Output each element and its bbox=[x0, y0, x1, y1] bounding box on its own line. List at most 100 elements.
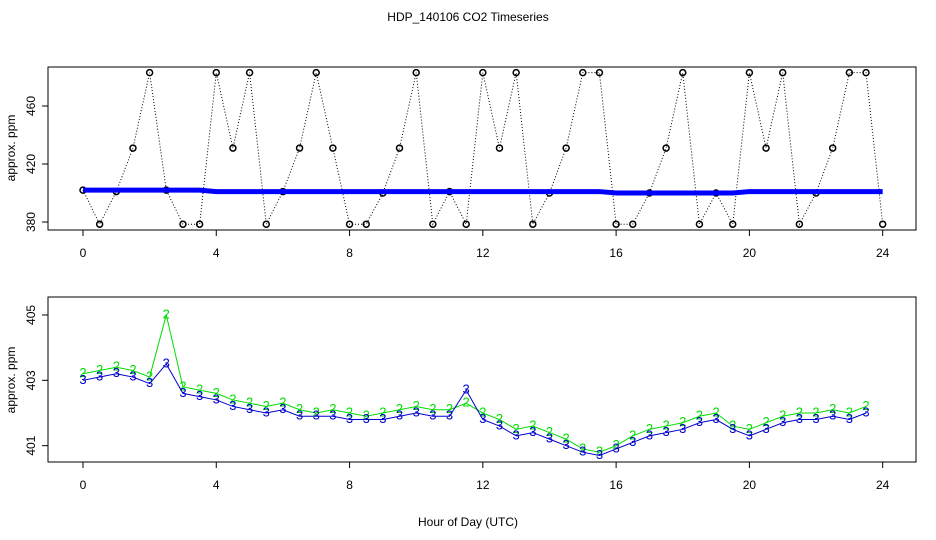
point-symbol: 2 bbox=[579, 440, 586, 455]
series-line bbox=[82, 363, 867, 456]
point-symbol: 3 bbox=[812, 411, 819, 426]
point-symbol: 3 bbox=[129, 368, 136, 383]
point-symbol: 3 bbox=[563, 437, 570, 452]
point-symbol: 3 bbox=[113, 365, 120, 380]
plot-frame bbox=[47, 66, 917, 231]
point-symbol: 2 bbox=[779, 408, 786, 423]
point-symbol: 2 bbox=[179, 378, 186, 393]
point-symbol: 3 bbox=[79, 372, 86, 387]
point-symbol: 3 bbox=[546, 431, 553, 446]
y-tick-label: 380 bbox=[24, 212, 38, 232]
point-symbol: 3 bbox=[146, 375, 153, 390]
series-line bbox=[82, 314, 867, 453]
point-symbol: 2 bbox=[762, 414, 769, 429]
x-tick-label: 24 bbox=[876, 246, 890, 260]
point bbox=[145, 68, 154, 77]
point-symbol: 2 bbox=[79, 365, 86, 380]
point-symbol: 3 bbox=[612, 440, 619, 455]
point-symbol: 3 bbox=[246, 401, 253, 416]
x-tick-label: 12 bbox=[476, 246, 490, 260]
point-symbol: 2 bbox=[846, 404, 853, 419]
point-symbol: 2 bbox=[862, 398, 869, 413]
point bbox=[612, 220, 620, 228]
point-symbol: 2 bbox=[596, 444, 603, 459]
point-symbol: 3 bbox=[729, 421, 736, 436]
point bbox=[345, 220, 354, 228]
point bbox=[95, 220, 104, 228]
y-axis-label: approx. ppm bbox=[4, 115, 18, 182]
series-line bbox=[82, 72, 884, 226]
x-tick-label: 0 bbox=[80, 478, 87, 492]
point-symbol: 2 bbox=[113, 359, 120, 374]
point-symbol: 2 bbox=[246, 395, 253, 410]
point-symbol: 3 bbox=[846, 411, 853, 426]
point-symbol: 3 bbox=[163, 355, 170, 370]
point bbox=[629, 220, 637, 228]
point bbox=[195, 220, 204, 228]
y-tick-label: 420 bbox=[24, 154, 38, 174]
y-tick-label: 460 bbox=[24, 96, 38, 116]
point bbox=[845, 68, 854, 77]
point-symbol: 3 bbox=[179, 385, 186, 400]
point-symbol: 3 bbox=[712, 411, 719, 426]
y-tick-label: 405 bbox=[24, 305, 38, 325]
point bbox=[479, 68, 487, 77]
point-symbol: 2 bbox=[496, 411, 503, 426]
point bbox=[745, 68, 754, 77]
point-symbol: 3 bbox=[629, 434, 636, 449]
plot-frame bbox=[47, 296, 917, 463]
x-tick-label: 20 bbox=[743, 478, 757, 492]
point-symbol: 3 bbox=[413, 404, 420, 419]
point-symbol: 2 bbox=[196, 382, 203, 397]
point-symbol: 2 bbox=[263, 398, 270, 413]
x-tick-label: 16 bbox=[609, 478, 623, 492]
point-symbol: 3 bbox=[279, 401, 286, 416]
point-symbol: 3 bbox=[213, 391, 220, 406]
point-symbol: 2 bbox=[279, 395, 286, 410]
point bbox=[412, 68, 420, 77]
point-symbol: 2 bbox=[379, 404, 386, 419]
x-tick-label: 24 bbox=[876, 478, 890, 492]
point bbox=[262, 220, 270, 228]
point bbox=[395, 144, 404, 152]
point bbox=[579, 68, 587, 77]
x-axis-label: Hour of Day (UTC) bbox=[418, 515, 518, 529]
point-symbol: 2 bbox=[463, 395, 470, 410]
point-symbol: 2 bbox=[363, 408, 370, 423]
point bbox=[295, 144, 304, 152]
point bbox=[462, 220, 470, 228]
point bbox=[728, 220, 737, 228]
point-symbol: 2 bbox=[712, 404, 719, 419]
point-symbol: 3 bbox=[263, 404, 270, 419]
point-symbol: 2 bbox=[729, 417, 736, 432]
point bbox=[495, 144, 504, 152]
point-symbol: 2 bbox=[213, 385, 220, 400]
x-tick-label: 20 bbox=[743, 246, 757, 260]
point bbox=[695, 220, 704, 228]
point-symbol: 3 bbox=[196, 388, 203, 403]
point-symbol: 3 bbox=[779, 414, 786, 429]
point bbox=[429, 220, 437, 228]
point bbox=[562, 144, 570, 152]
point-symbol: 2 bbox=[329, 401, 336, 416]
point-symbol: 3 bbox=[496, 417, 503, 432]
point bbox=[662, 144, 670, 152]
point-symbol: 2 bbox=[96, 362, 103, 377]
y-tick-label: 403 bbox=[24, 370, 38, 390]
point-symbol: 3 bbox=[313, 408, 320, 423]
point-symbol: 3 bbox=[646, 427, 653, 442]
point-symbol: 3 bbox=[579, 444, 586, 459]
point bbox=[329, 144, 337, 152]
point bbox=[595, 68, 604, 77]
point-symbol: 3 bbox=[229, 398, 236, 413]
point-symbol: 2 bbox=[346, 404, 353, 419]
point-symbol: 3 bbox=[96, 368, 103, 383]
point-symbol: 3 bbox=[429, 408, 436, 423]
x-tick-label: 4 bbox=[213, 478, 220, 492]
y-tick-label: 401 bbox=[24, 435, 38, 455]
point-symbol: 2 bbox=[296, 401, 303, 416]
point-symbol: 2 bbox=[429, 401, 436, 416]
point-symbol: 3 bbox=[346, 411, 353, 426]
point bbox=[229, 144, 237, 152]
